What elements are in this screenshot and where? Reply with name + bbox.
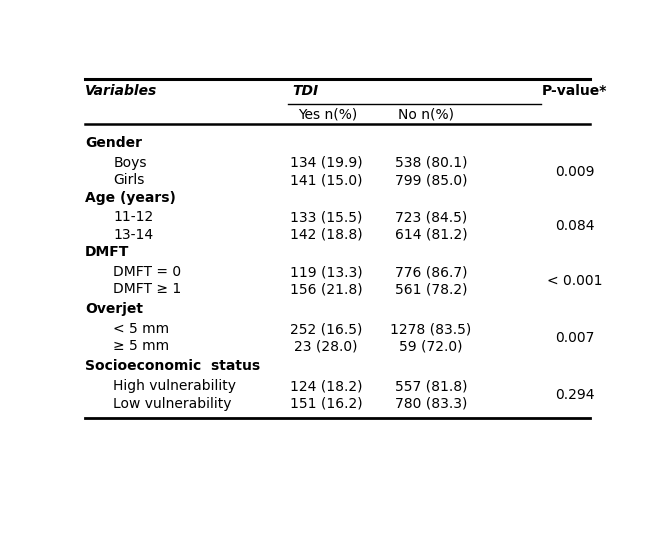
- Text: Girls: Girls: [114, 173, 145, 187]
- Text: 252 (16.5): 252 (16.5): [290, 322, 362, 336]
- Text: 13-14: 13-14: [114, 228, 153, 242]
- Text: Socioeconomic  status: Socioeconomic status: [85, 359, 260, 373]
- Text: 11-12: 11-12: [114, 211, 153, 224]
- Text: DMFT = 0: DMFT = 0: [114, 265, 182, 279]
- Text: 119 (13.3): 119 (13.3): [290, 265, 362, 279]
- Text: 614 (81.2): 614 (81.2): [395, 228, 467, 242]
- Text: Variables: Variables: [85, 84, 157, 98]
- Text: 0.009: 0.009: [555, 164, 594, 178]
- Text: Yes n(%): Yes n(%): [297, 107, 357, 121]
- Text: 124 (18.2): 124 (18.2): [290, 379, 362, 393]
- Text: 142 (18.8): 142 (18.8): [290, 228, 362, 242]
- Text: P-value*: P-value*: [542, 84, 607, 98]
- Text: 0.084: 0.084: [555, 219, 594, 233]
- Text: 141 (15.0): 141 (15.0): [290, 173, 362, 187]
- Text: 23 (28.0): 23 (28.0): [294, 339, 358, 353]
- Text: Boys: Boys: [114, 156, 147, 170]
- Text: High vulnerability: High vulnerability: [114, 379, 237, 393]
- Text: ≥ 5 mm: ≥ 5 mm: [114, 339, 169, 353]
- Text: 723 (84.5): 723 (84.5): [395, 211, 467, 224]
- Text: 799 (85.0): 799 (85.0): [395, 173, 467, 187]
- Text: 538 (80.1): 538 (80.1): [395, 156, 467, 170]
- Text: DMFT ≥ 1: DMFT ≥ 1: [114, 282, 182, 296]
- Text: 776 (86.7): 776 (86.7): [395, 265, 467, 279]
- Text: 0.007: 0.007: [555, 331, 594, 345]
- Text: 561 (78.2): 561 (78.2): [395, 282, 467, 296]
- Text: Overjet: Overjet: [85, 302, 143, 316]
- Text: 0.294: 0.294: [555, 388, 594, 402]
- Text: < 0.001: < 0.001: [547, 274, 602, 288]
- Text: 1278 (83.5): 1278 (83.5): [391, 322, 471, 336]
- Text: 59 (72.0): 59 (72.0): [399, 339, 463, 353]
- Text: 133 (15.5): 133 (15.5): [290, 211, 362, 224]
- Text: Gender: Gender: [85, 136, 142, 150]
- Text: No n(%): No n(%): [398, 107, 453, 121]
- Text: 557 (81.8): 557 (81.8): [395, 379, 467, 393]
- Text: 134 (19.9): 134 (19.9): [290, 156, 362, 170]
- Text: DMFT: DMFT: [85, 245, 130, 259]
- Text: < 5 mm: < 5 mm: [114, 322, 169, 336]
- Text: Low vulnerability: Low vulnerability: [114, 396, 232, 410]
- Text: 780 (83.3): 780 (83.3): [395, 396, 467, 410]
- Text: 156 (21.8): 156 (21.8): [290, 282, 362, 296]
- Text: 151 (16.2): 151 (16.2): [290, 396, 362, 410]
- Text: TDI: TDI: [293, 84, 319, 98]
- Text: Age (years): Age (years): [85, 191, 176, 205]
